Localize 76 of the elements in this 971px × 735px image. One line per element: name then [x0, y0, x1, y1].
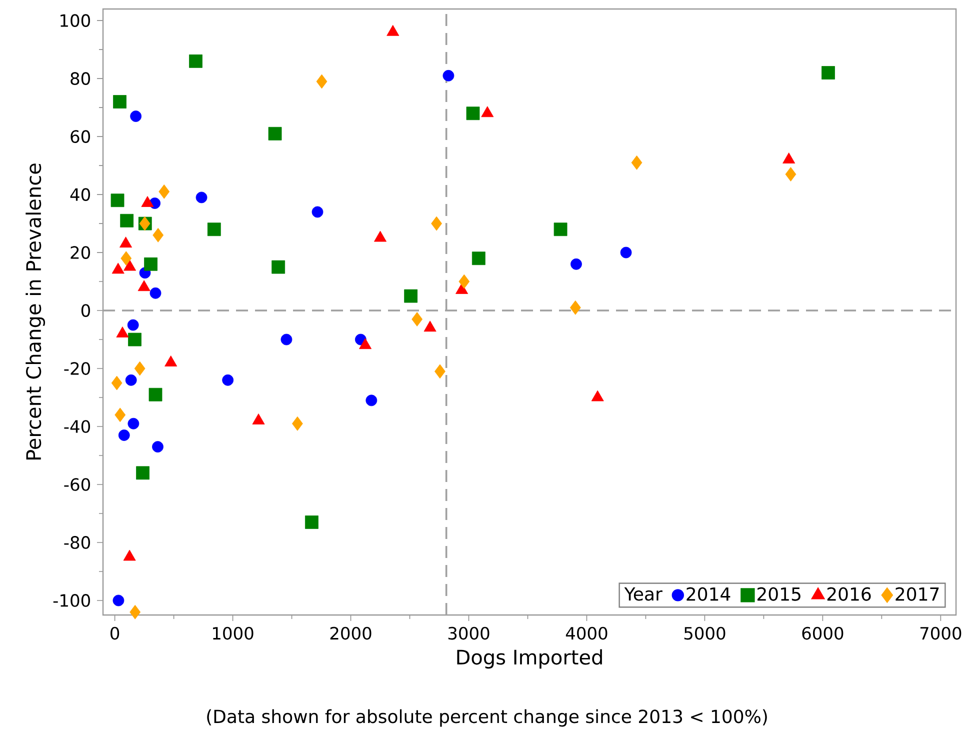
legend-label: 2015 — [757, 587, 800, 601]
point — [125, 374, 137, 386]
point — [189, 54, 202, 68]
legend-label: 2016 — [827, 587, 871, 601]
x-tick-label: 3000 — [448, 626, 490, 640]
x-tick-label: 6000 — [802, 626, 844, 640]
point — [152, 228, 164, 242]
point — [458, 274, 470, 289]
point — [196, 192, 208, 204]
point — [472, 252, 486, 266]
point — [554, 222, 568, 236]
point — [113, 95, 126, 108]
point — [144, 257, 158, 271]
point — [120, 214, 134, 228]
point — [112, 594, 124, 606]
point — [404, 289, 418, 303]
point — [130, 110, 142, 122]
point — [366, 394, 378, 406]
point — [136, 466, 150, 480]
x-tick-label: 7000 — [920, 626, 962, 640]
point — [128, 418, 140, 430]
point — [110, 194, 124, 208]
point — [442, 70, 454, 82]
legend-label: 2017 — [896, 587, 939, 601]
point — [316, 74, 328, 89]
point — [128, 332, 142, 346]
point — [620, 246, 632, 258]
point — [272, 260, 286, 274]
point — [785, 167, 796, 182]
point — [822, 66, 835, 80]
y-tick-label: -60 — [64, 478, 90, 491]
y-tick-label: -80 — [64, 536, 90, 549]
point — [412, 312, 423, 326]
point — [312, 206, 324, 218]
x-tick-label: 2000 — [330, 626, 372, 640]
point — [111, 376, 122, 390]
y-axis-title: Percent Change in Prevalence — [26, 164, 46, 460]
y-tick-label: -20 — [64, 362, 90, 375]
point — [127, 319, 139, 331]
y-tick-label: 80 — [70, 72, 90, 85]
point — [570, 300, 581, 315]
y-tick-label: 40 — [70, 188, 90, 201]
x-axis-title: Dogs Imported — [457, 649, 602, 669]
y-tick-label: 20 — [70, 246, 90, 259]
point — [152, 441, 164, 453]
point — [134, 361, 146, 376]
point — [434, 364, 446, 379]
x-tick-label: 1000 — [213, 626, 254, 640]
text: (Data shown for absolute percent change since 2013 < 100%) — [207, 709, 767, 727]
point — [268, 126, 282, 140]
point — [207, 222, 221, 236]
point — [280, 334, 292, 346]
point — [130, 604, 141, 620]
point — [222, 374, 234, 386]
point — [114, 408, 126, 422]
point — [292, 416, 303, 431]
y-tick-label: -100 — [53, 594, 90, 607]
point — [158, 184, 170, 199]
y-tick-label: -40 — [64, 420, 90, 433]
y-tick-label: 0 — [81, 304, 90, 317]
x-tick-label: 0 — [110, 626, 120, 640]
x-tick-label: 5000 — [684, 626, 726, 640]
point — [305, 516, 318, 529]
y-tick-label: 100 — [60, 14, 90, 28]
point — [466, 106, 480, 120]
point — [431, 216, 442, 231]
legend-title: Year — [624, 587, 662, 601]
point — [148, 388, 162, 402]
legend-label: 2014 — [686, 587, 730, 601]
point — [570, 258, 582, 270]
x-tick-label: 4000 — [566, 626, 608, 640]
y-tick-label: 60 — [70, 130, 90, 143]
point — [118, 430, 130, 441]
point — [631, 155, 642, 170]
point — [120, 251, 132, 266]
point — [150, 287, 162, 299]
